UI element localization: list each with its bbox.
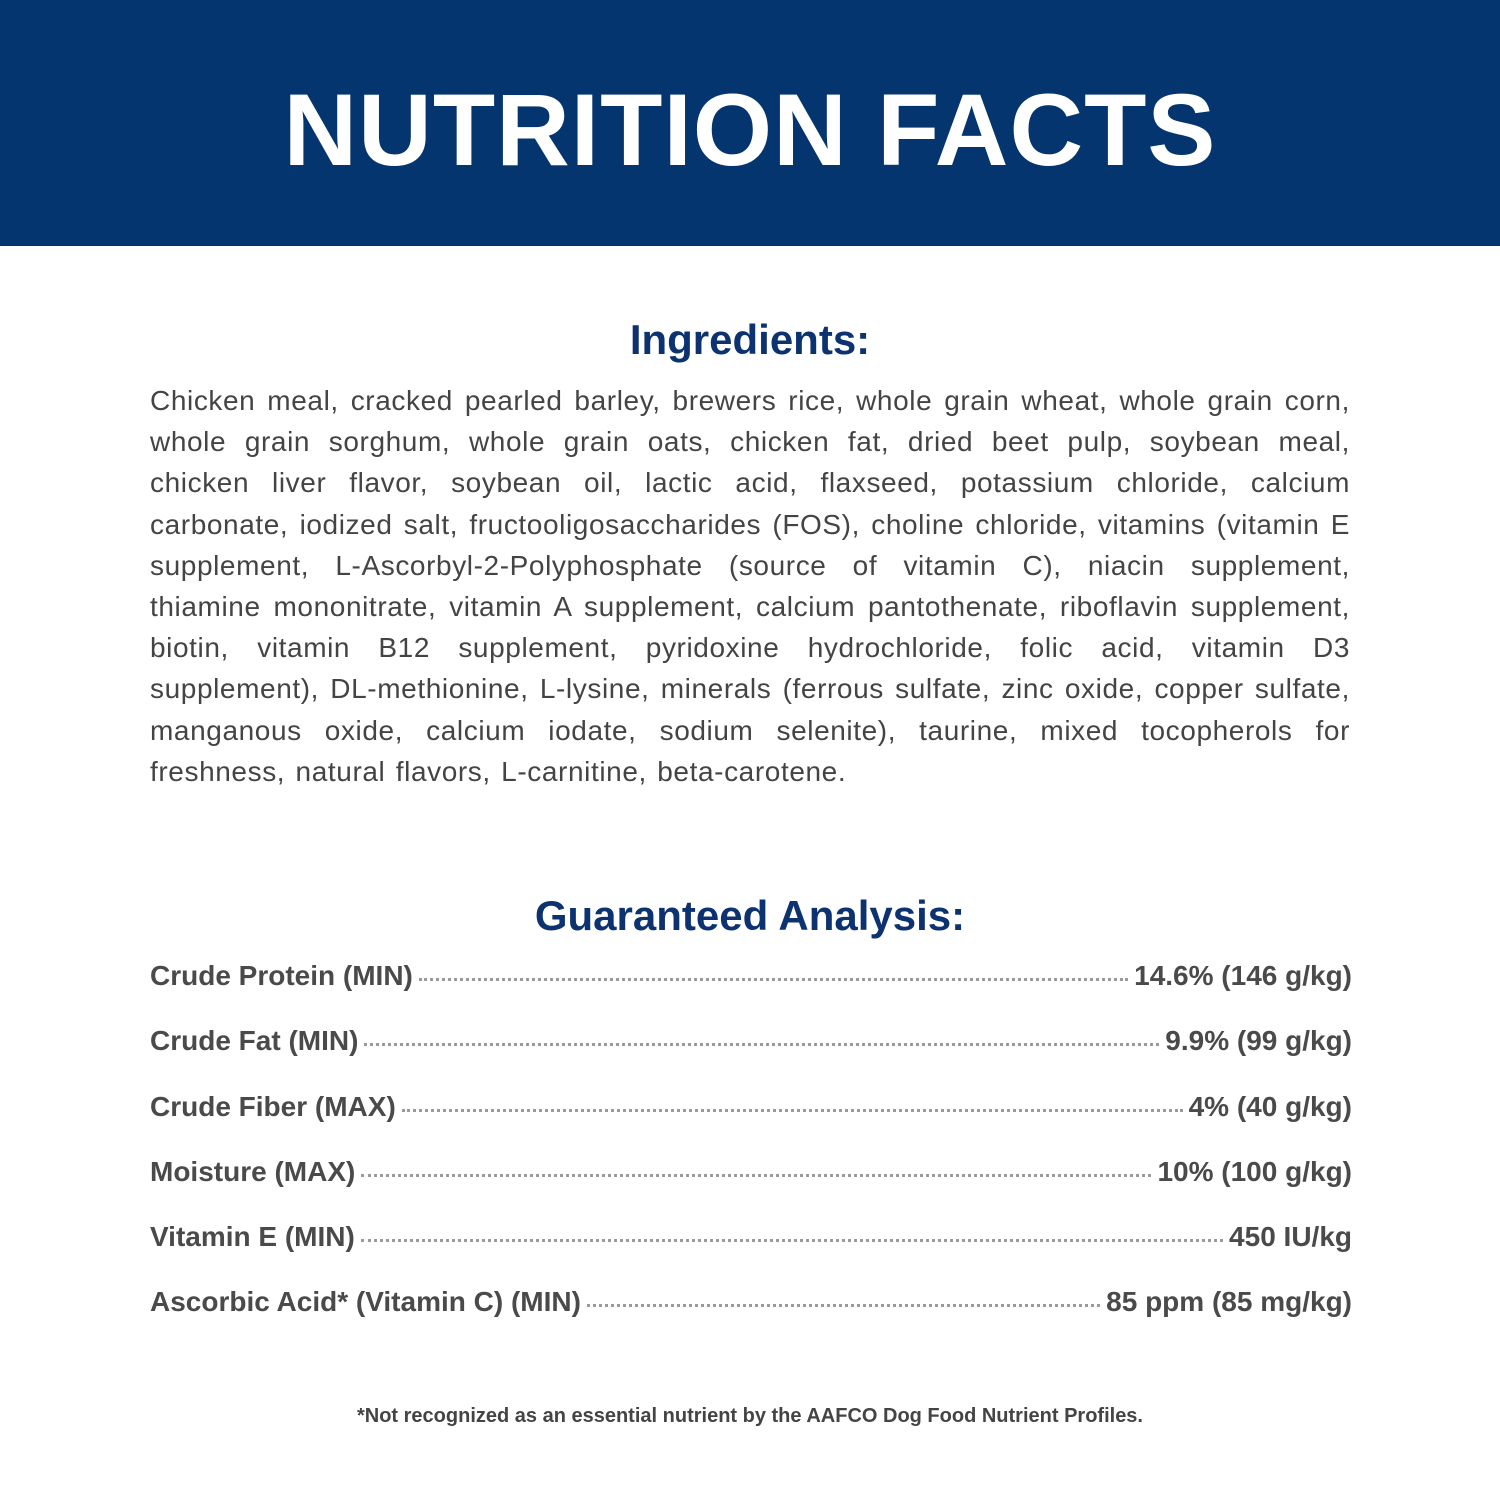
analysis-row: Ascorbic Acid* (Vitamin C) (MIN) 85 ppm (…	[150, 1286, 1352, 1351]
ingredients-heading: Ingredients:	[629, 316, 871, 363]
analysis-row: Moisture (MAX) 10% (100 g/kg)	[150, 1156, 1352, 1221]
analysis-row: Crude Protein (MIN) 14.6% (146 g/kg)	[150, 960, 1352, 1025]
nutrient-label: Moisture (MAX)	[150, 1155, 356, 1187]
dot-leader	[418, 978, 1129, 981]
analysis-heading: Guaranteed Analysis:	[534, 892, 966, 939]
nutrient-value: 85 ppm (85 mg/kg)	[1106, 1286, 1352, 1318]
footnote: *Not recognized as an essential nutrient…	[356, 1405, 1143, 1427]
nutrient-label: Crude Protein (MIN)	[150, 960, 413, 991]
nutrient-label: Ascorbic Acid* (Vitamin C) (MIN)	[150, 1286, 581, 1318]
analysis-row: Crude Fiber (MAX) 4% (40 g/kg)	[150, 1091, 1352, 1156]
header-banner: NUTRITION FACTS	[0, 0, 1500, 246]
nutrient-value: 14.6% (146 g/kg)	[1134, 960, 1352, 991]
analysis-table: Crude Protein (MIN) 14.6% (146 g/kg) Crud…	[150, 960, 1352, 1352]
nutrient-label: Vitamin E (MIN)	[150, 1221, 355, 1253]
nutrient-value: 4% (40 g/kg)	[1188, 1090, 1352, 1122]
nutrient-label: Crude Fiber (MAX)	[150, 1090, 396, 1122]
nutrient-label: Crude Fat (MIN)	[150, 1025, 359, 1057]
page-title: NUTRITION FACTS	[283, 72, 1217, 187]
dot-leader	[360, 1239, 1224, 1243]
nutrient-value: 10% (100 g/kg)	[1157, 1155, 1352, 1187]
nutrient-value: 9.9% (99 g/kg)	[1165, 1025, 1352, 1057]
dot-leader	[586, 1304, 1101, 1308]
ingredients-text: Chicken meal, cracked pearled barley, br…	[150, 385, 1350, 787]
analysis-row: Vitamin E (MIN) 450 IU/kg	[150, 1221, 1352, 1286]
dot-leader	[401, 1108, 1183, 1112]
dot-leader	[364, 1043, 1160, 1047]
nutrient-value: 450 IU/kg	[1229, 1221, 1352, 1253]
analysis-row: Crude Fat (MIN) 9.9% (99 g/kg)	[150, 1025, 1352, 1090]
dot-leader	[361, 1173, 1152, 1177]
